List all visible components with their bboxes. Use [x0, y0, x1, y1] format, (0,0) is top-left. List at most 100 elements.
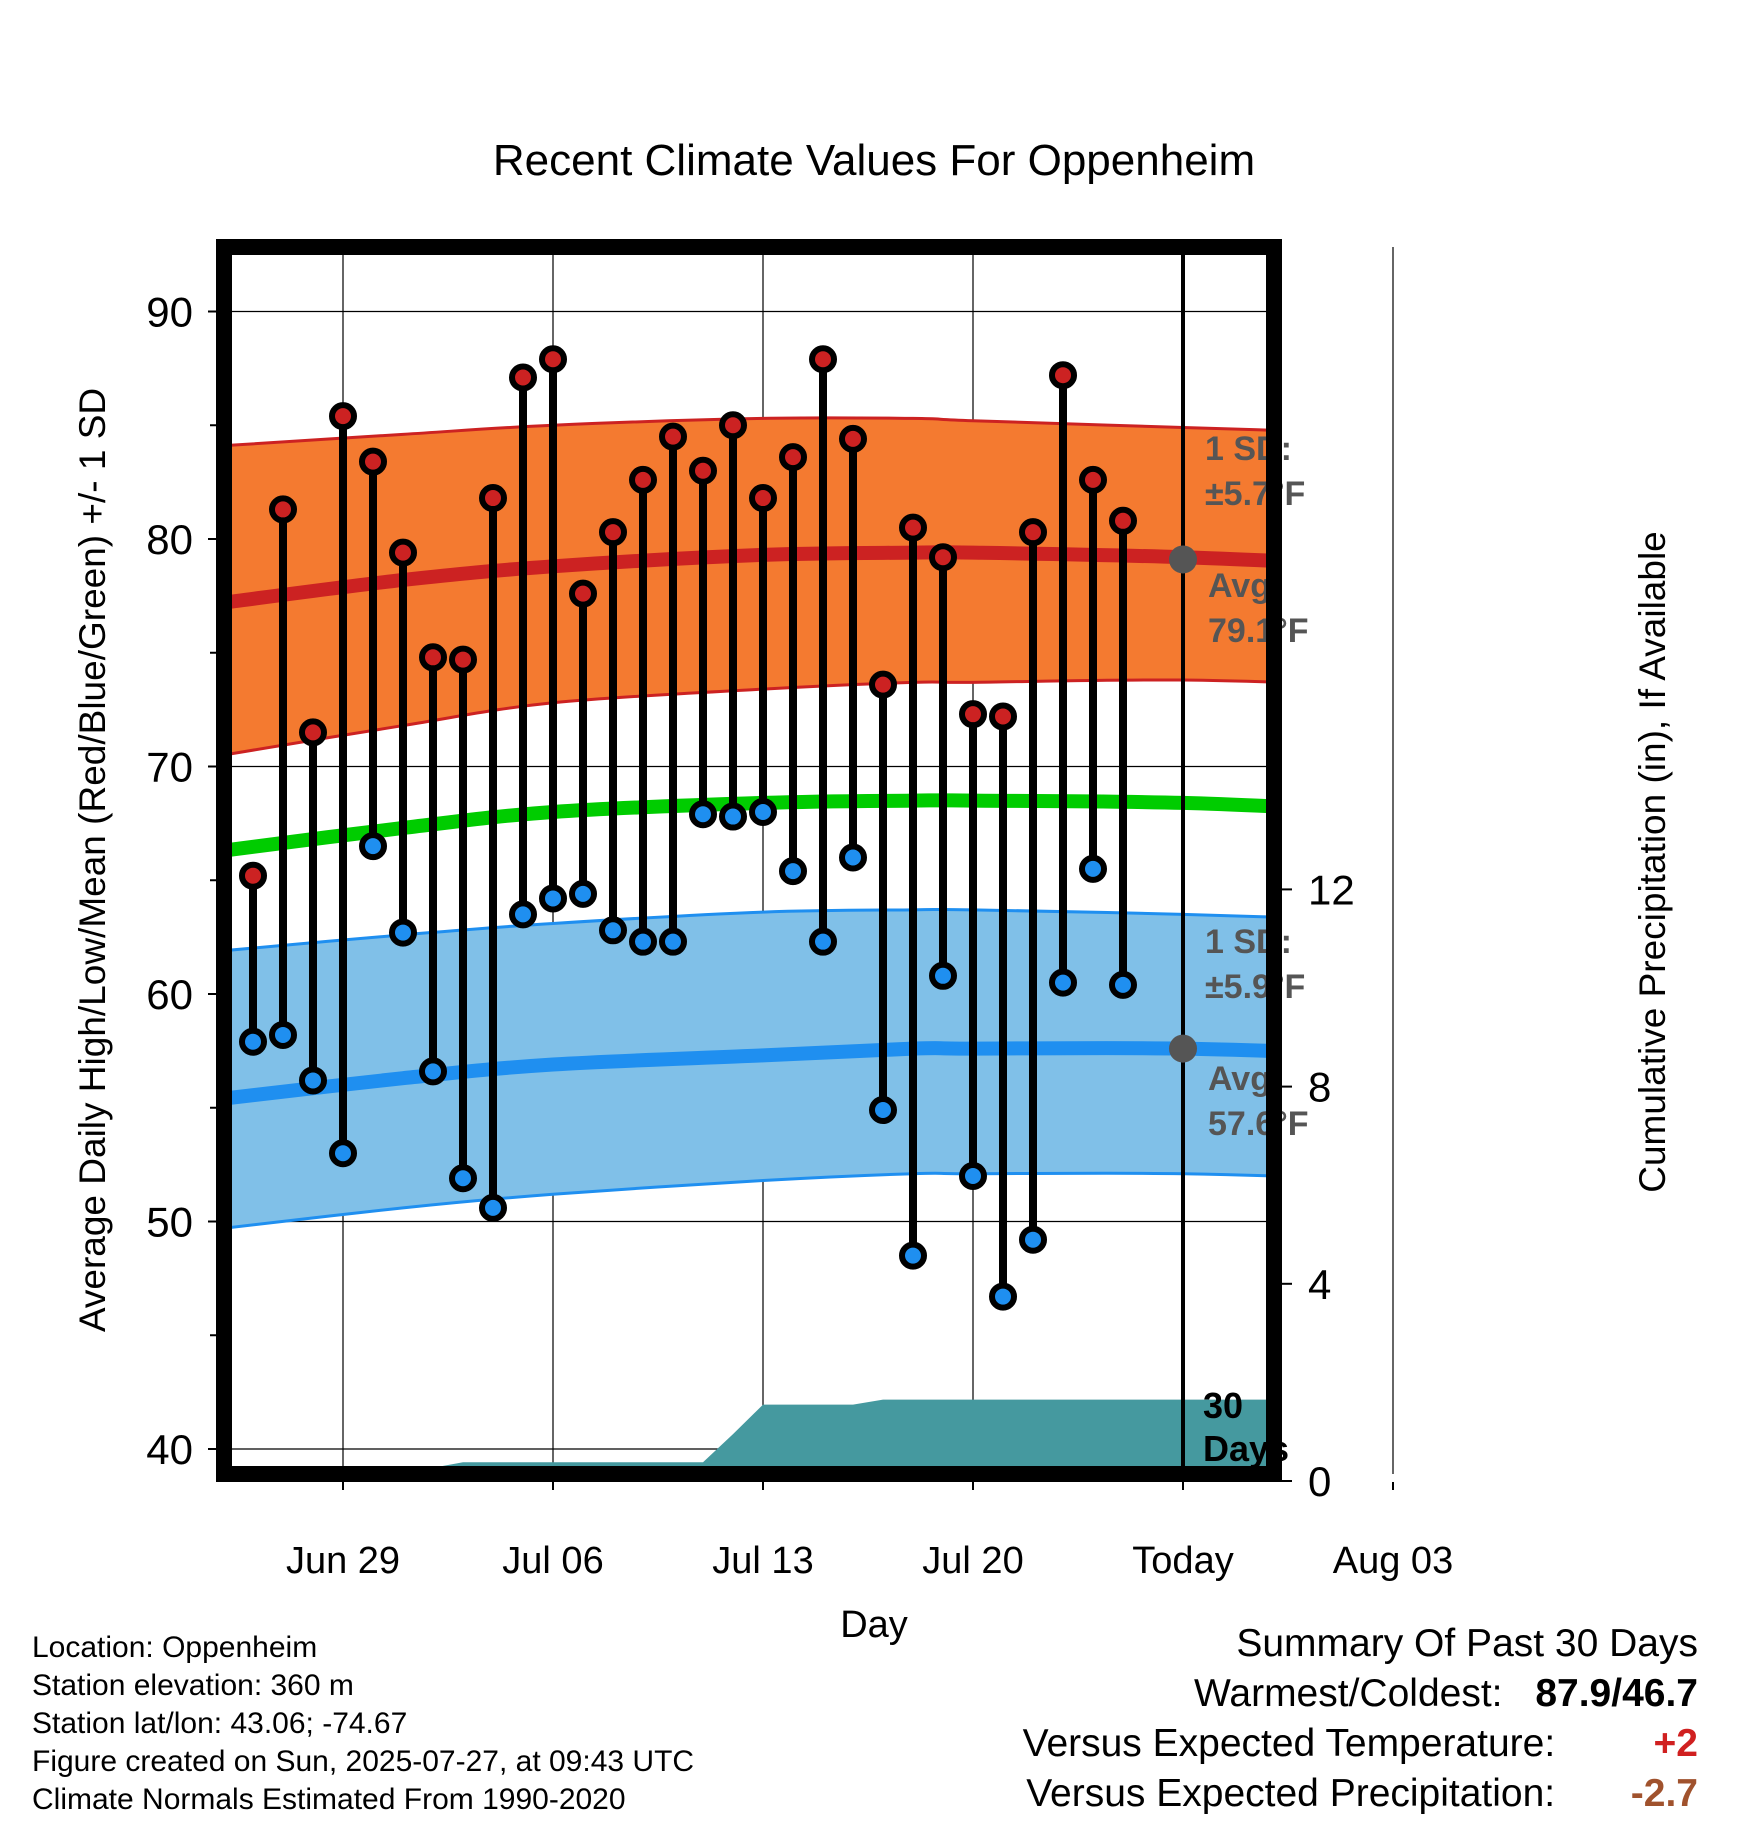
high-sd-value: ±5.7°F — [1205, 475, 1305, 513]
high-point — [479, 484, 507, 513]
low-point — [779, 857, 807, 886]
temp-row: Versus Expected Temperature: +2 — [1023, 1719, 1698, 1769]
low-point — [569, 879, 597, 908]
high-point — [599, 518, 627, 547]
x-tick-label: Jun 29 — [286, 1540, 400, 1582]
high-point — [389, 538, 417, 567]
temp-value: +2 — [1653, 1722, 1698, 1765]
high-point — [1019, 518, 1047, 547]
summary-title: Summary Of Past 30 Days — [1236, 1622, 1698, 1665]
y-tick-label-right: 8 — [1308, 1064, 1331, 1111]
high-point — [749, 484, 777, 513]
low-point — [719, 802, 747, 831]
low-point — [269, 1020, 297, 1049]
low-point — [989, 1282, 1017, 1311]
low-point — [599, 916, 627, 945]
y-axis-label-right: Cumulative Precipitation (in), If Availa… — [1632, 531, 1673, 1193]
high-point — [959, 700, 987, 729]
precip-label: Versus Expected Precipitation: — [1026, 1772, 1556, 1815]
high-point — [329, 402, 357, 431]
location-text: Location: Oppenheim — [32, 1631, 318, 1664]
y-tick-label-right: 4 — [1308, 1261, 1331, 1308]
low-sd-band-lower-edge — [224, 1171, 1274, 1230]
high-sd-band-lower-edge — [224, 678, 1274, 757]
low-point — [689, 800, 717, 829]
precip-value: -2.7 — [1630, 1772, 1698, 1815]
y-axis-label-left: Average Daily High/Low/Mean (Red/Blue/Gr… — [72, 388, 113, 1332]
low-point — [539, 884, 567, 913]
today-marker — [1169, 247, 1197, 1474]
low-sd-band — [224, 909, 1274, 1229]
high-point — [839, 424, 867, 453]
warm-cold-value: 87.9/46.7 — [1535, 1672, 1698, 1715]
high-point — [809, 345, 837, 374]
low-point — [1019, 1225, 1047, 1254]
high-point — [629, 465, 657, 494]
y-tick-label-left: 80 — [146, 516, 193, 563]
high-point — [269, 495, 297, 524]
low-point — [479, 1193, 507, 1222]
low-point — [659, 927, 687, 956]
warm-cold-row: Warmest/Coldest: 87.9/46.7 — [1023, 1669, 1698, 1719]
y-tick-label-right: 0 — [1308, 1458, 1331, 1505]
high-point — [719, 411, 747, 440]
x-tick-label: Jul 13 — [712, 1540, 813, 1582]
high-point — [509, 363, 537, 392]
plot-frame — [216, 239, 1282, 1482]
high-point — [689, 456, 717, 485]
high-point — [1049, 361, 1077, 390]
high-point — [779, 443, 807, 472]
low-point — [1049, 968, 1077, 997]
low-point — [839, 843, 867, 872]
today-high-avg-dot — [1169, 545, 1197, 574]
y-tick-label-left: 40 — [146, 1426, 193, 1473]
plot-border — [216, 239, 1282, 1482]
x-tick-label: Jul 20 — [922, 1540, 1023, 1582]
low-point — [629, 927, 657, 956]
low-avg-value: 57.6°F — [1208, 1105, 1309, 1143]
precipitation-area — [392, 1399, 1274, 1474]
high-point — [869, 670, 897, 699]
y-tick-label-right: 12 — [1308, 866, 1355, 913]
axes: 40 50 60 70 80 90 0 4 8 12 Jun 29 Jul 06 Jul 13 Jul 2… — [72, 289, 1673, 1647]
high-point — [1079, 465, 1107, 494]
high-point — [569, 579, 597, 608]
today-low-avg-dot — [1169, 1034, 1197, 1063]
low-point — [929, 961, 957, 990]
low-point — [299, 1066, 327, 1095]
low-point — [899, 1241, 927, 1270]
low-point — [1109, 970, 1137, 999]
high-point — [899, 513, 927, 542]
low-point — [809, 927, 837, 956]
low-point — [389, 918, 417, 947]
precip-area — [392, 1399, 1274, 1474]
high-point — [449, 645, 477, 674]
low-sd-value: ±5.9°F — [1205, 968, 1305, 1006]
x-axis-label: Day — [840, 1604, 908, 1646]
temp-label: Versus Expected Temperature: — [1022, 1722, 1556, 1765]
high-point — [299, 718, 327, 747]
days-label-number: 30 — [1203, 1385, 1243, 1426]
low-point — [749, 798, 777, 826]
y-tick-label-left: 50 — [146, 1199, 193, 1246]
low-point — [869, 1096, 897, 1125]
high-point — [1109, 506, 1137, 535]
high-point — [359, 447, 387, 476]
low-point — [359, 832, 387, 861]
normals-text: Climate Normals Estimated From 1990-2020 — [32, 1783, 626, 1816]
latlon-text: Station lat/lon: 43.06; -74.67 — [32, 1707, 408, 1740]
summary-panel: Summary Of Past 30 Days Warmest/Coldest:… — [1023, 1619, 1698, 1819]
precip-row: Versus Expected Precipitation: -2.7 — [1023, 1769, 1698, 1819]
y-tick-label-left: 70 — [146, 744, 193, 791]
low-point — [509, 900, 537, 929]
high-point — [239, 861, 267, 890]
high-point — [659, 422, 687, 451]
high-point — [929, 543, 957, 572]
low-point — [329, 1139, 357, 1168]
low-point — [449, 1164, 477, 1193]
high-point — [989, 702, 1017, 731]
high-sd-band-upper-edge — [224, 416, 1274, 448]
daily-range-bars — [239, 345, 1137, 1311]
x-tick-label: Aug 03 — [1333, 1540, 1453, 1582]
